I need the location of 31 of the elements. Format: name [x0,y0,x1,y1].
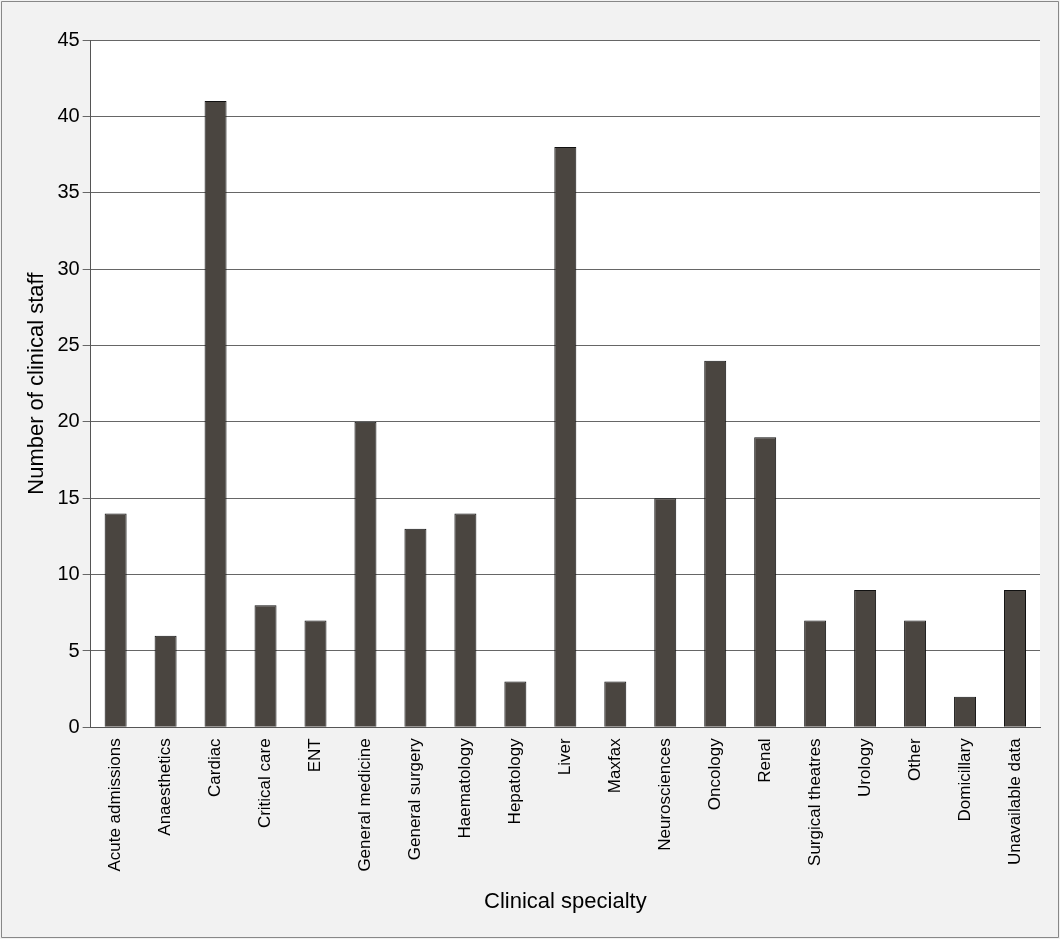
x-tick-label: Unavailable data [1004,737,1024,866]
y-tick-label: 25 [57,333,80,356]
y-tick-label: 15 [57,485,80,508]
x-tick-label: Acute admissions [105,738,125,872]
x-tick-label: Domicillary [954,737,974,822]
x-tick-label: Surgical theatres [804,738,824,866]
y-tick-label: 5 [68,638,80,661]
x-tick-label: Haematology [455,737,475,839]
x-tick-label: Hepatology [505,737,525,825]
x-tick-label: Neurosciences [654,738,674,851]
x-tick-label: Maxfax [604,737,624,794]
x-tick-label: ENT [305,738,325,773]
y-tick-label: 10 [57,562,80,585]
x-tick-label: Cardiac [205,737,225,797]
y-tick-label: 20 [57,409,80,432]
x-axis-title: Clinical specialty [484,887,647,913]
x-tick-label: Renal [754,738,774,783]
x-tick-label: Other [904,738,924,781]
x-tick-label: Critical care [255,738,275,829]
x-tick-label: Anaesthetics [155,738,175,836]
x-tick-label: General surgery [405,737,425,861]
y-tick-label: 35 [57,180,80,203]
y-tick-label: 0 [68,714,80,737]
y-tick-label: 40 [57,103,80,126]
x-tick-label: Liver [555,738,575,776]
x-tick-label: Urology [854,737,874,797]
x-tick-label: General medicine [355,738,375,872]
y-tick-label: 30 [57,256,80,279]
x-tick-label: Oncology [704,737,724,811]
y-tick-label: 45 [57,27,80,50]
y-axis-title: Number of clinical staff [23,271,49,495]
